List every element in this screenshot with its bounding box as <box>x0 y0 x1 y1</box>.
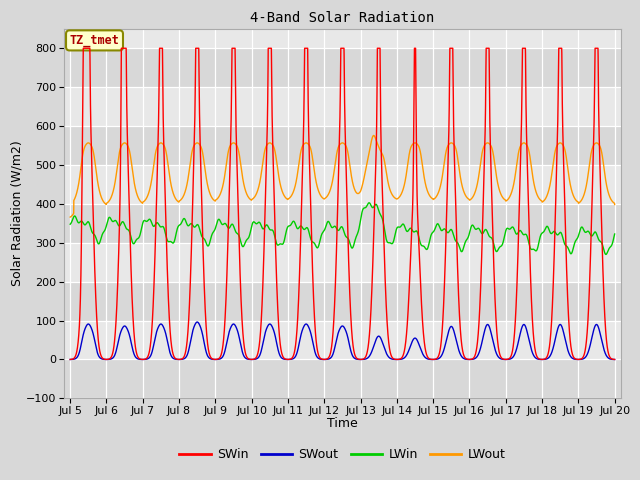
Bar <box>64 48 621 87</box>
Bar <box>64 204 621 243</box>
Bar <box>64 282 621 321</box>
Y-axis label: Solar Radiation (W/m2): Solar Radiation (W/m2) <box>10 141 23 287</box>
Bar <box>64 165 621 204</box>
Bar <box>64 243 621 282</box>
Bar <box>64 360 621 398</box>
Bar <box>64 321 621 360</box>
Legend: SWin, SWout, LWin, LWout: SWin, SWout, LWin, LWout <box>174 443 511 466</box>
Title: 4-Band Solar Radiation: 4-Band Solar Radiation <box>250 11 435 25</box>
X-axis label: Time: Time <box>327 418 358 431</box>
Text: TZ_tmet: TZ_tmet <box>70 34 120 47</box>
Bar <box>64 87 621 126</box>
Bar <box>64 126 621 165</box>
